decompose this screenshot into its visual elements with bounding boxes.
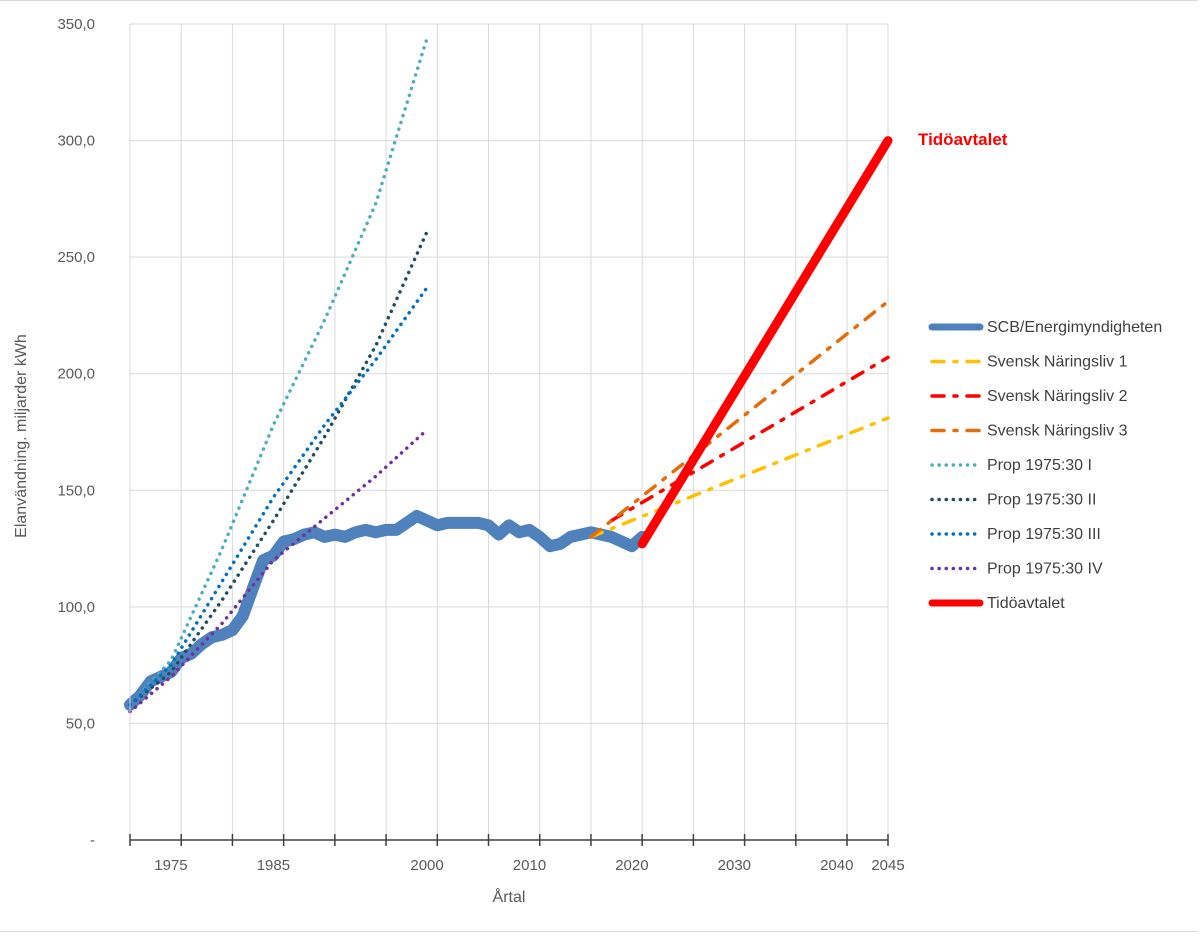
legend-label-svensk-n-ringsliv-2: Svensk Näringsliv 2 (987, 388, 1128, 405)
legend-label-scb-energimyndigheten: SCB/Energimyndigheten (987, 319, 1162, 336)
series-line-svensk-n-ringsliv-1 (589, 416, 890, 539)
series-line-svensk-n-ringsliv-2 (609, 355, 890, 523)
y-tick-label: 100,0 (57, 599, 95, 616)
series-line-tid-avtalet (637, 136, 893, 549)
y-tick-label: 300,0 (57, 133, 95, 150)
x-tick-label: 2030 (718, 857, 751, 874)
y-tick-label: 200,0 (57, 366, 95, 383)
x-axis-title: Årtal (493, 887, 526, 906)
legend-label-prop-1975-30-iii: Prop 1975:30 III (987, 526, 1101, 543)
y-tick-label: - (90, 832, 95, 849)
series-line-prop-1975-30-iii (128, 285, 429, 707)
x-tick-label: 2000 (410, 857, 443, 874)
y-tick-label: 350,0 (57, 16, 95, 33)
y-tick-label: 50,0 (66, 715, 95, 732)
legend-label-prop-1975-30-i: Prop 1975:30 I (987, 457, 1092, 474)
x-tick-label: 2040 (820, 857, 853, 874)
x-tick-label: 2010 (513, 857, 546, 874)
y-tick-label: 150,0 (57, 482, 95, 499)
y-axis-title: Elanvändning. miljarder kWh (13, 334, 30, 538)
series-line-scb-energimyndigheten (124, 509, 649, 711)
legend-label-svensk-n-ringsliv-1: Svensk Näringsliv 1 (987, 354, 1128, 371)
y-tick-label: 250,0 (57, 249, 95, 266)
legend-label-svensk-n-ringsliv-3: Svensk Näringsliv 3 (987, 423, 1128, 440)
x-tick-label: 1975 (154, 857, 187, 874)
legend-label-tid-avtalet: Tidöavtalet (987, 595, 1065, 612)
series-line-svensk-n-ringsliv-3 (589, 299, 890, 539)
series-lines (124, 36, 893, 714)
series-line-prop-1975-30-iv (128, 427, 429, 714)
x-tick-label: 1985 (257, 857, 290, 874)
legend-label-prop-1975-30-ii: Prop 1975:30 II (987, 492, 1096, 509)
annotation-label: Tidöavtalet (918, 130, 1008, 149)
series-line-prop-1975-30-ii (128, 229, 429, 707)
legend-label-prop-1975-30-iv: Prop 1975:30 IV (987, 561, 1103, 578)
grid-lines (130, 23, 889, 840)
x-tick-label: 2045 (871, 857, 904, 874)
x-tick-label: 2020 (615, 857, 648, 874)
legend: SCB/Energimyndigheten Svensk Näringsliv 1… (928, 319, 1162, 612)
axes: - 50,0 100,0 150,0 200,0 250,0 300,0 350,0 1975 1… (57, 16, 904, 874)
series-line-prop-1975-30-i (128, 36, 429, 707)
